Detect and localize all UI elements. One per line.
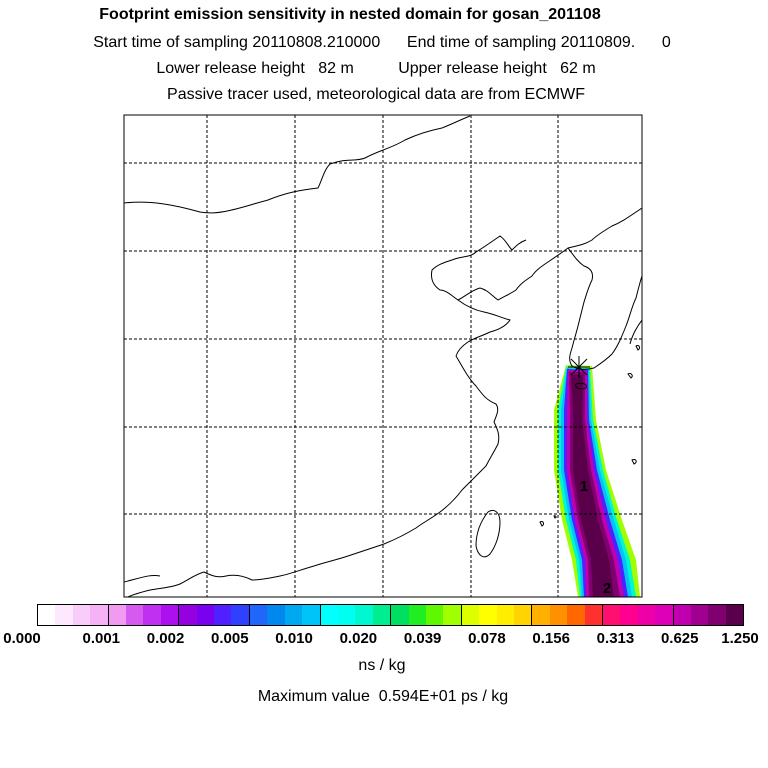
colorbar-swatch xyxy=(302,605,321,625)
colorbar-tick-label: 0.156 xyxy=(532,630,570,647)
colorbar-swatch xyxy=(461,605,480,625)
release-height-line: Lower release height 82 m Upper release … xyxy=(156,60,596,77)
colorbar-tick-label: 0.000 xyxy=(3,630,41,647)
colorbar-swatch xyxy=(691,605,709,625)
colorbar-tick-label: 0.039 xyxy=(403,630,442,647)
colorbar-tick-label: 0.078 xyxy=(468,630,506,647)
colorbar-swatch xyxy=(38,605,56,625)
colorbar-swatch xyxy=(567,605,585,625)
maximum-value-note: Maximum value 0.594E+01 ps / kg xyxy=(257,688,509,705)
colorbar-swatch xyxy=(108,605,127,625)
colorbar-swatch xyxy=(143,605,161,625)
colorbar-tick-label: 0.625 xyxy=(660,630,699,647)
colorbar-swatch xyxy=(391,605,409,625)
sampling-time-line: Start time of sampling 20110808.210000 E… xyxy=(93,34,671,51)
colorbar-swatch xyxy=(620,605,638,625)
colorbar-swatch xyxy=(72,605,91,625)
colorbar-swatch xyxy=(284,605,303,625)
graticule xyxy=(124,115,642,597)
colorbar-swatch xyxy=(673,605,692,625)
colorbar-swatch xyxy=(231,605,250,625)
colorbar xyxy=(37,604,744,626)
colorbar-tick-label: 0.010 xyxy=(275,630,313,647)
colorbar-tick-label: 0.005 xyxy=(211,630,249,647)
colorbar-swatch xyxy=(267,605,285,625)
colorbar-swatch xyxy=(479,605,497,625)
colorbar-swatch xyxy=(637,605,656,625)
tracer-info-line: Passive tracer used, meteorological data… xyxy=(167,86,585,103)
colorbar-swatch xyxy=(55,605,73,625)
footprint-map: 1 2 xyxy=(123,114,643,598)
colorbar-swatch xyxy=(160,605,180,625)
plume-age-label-1: 1 xyxy=(580,478,588,495)
colorbar-swatch xyxy=(355,605,373,625)
colorbar-tick-label: 0.313 xyxy=(596,630,635,647)
footprint-plume xyxy=(554,365,640,597)
receptor-star-marker xyxy=(568,356,590,378)
colorbar-swatch xyxy=(337,605,356,625)
colorbar-swatch xyxy=(214,605,232,625)
colorbar-swatch xyxy=(196,605,215,625)
colorbar-swatch xyxy=(425,605,444,625)
coastlines xyxy=(124,115,642,597)
colorbar-tick-label: 1.250 xyxy=(721,630,759,647)
colorbar-swatch xyxy=(549,605,568,625)
plot-title: Footprint emission sensitivity in nested… xyxy=(99,6,601,23)
colorbar-swatch xyxy=(179,605,197,625)
colorbar-swatch xyxy=(513,605,533,625)
colorbar-swatch xyxy=(725,605,744,625)
colorbar-swatch xyxy=(532,605,550,625)
colorbar-tick-label: 0.001 xyxy=(82,630,121,647)
colorbar-swatch xyxy=(320,605,338,625)
colorbar-swatch xyxy=(90,605,109,625)
colorbar-swatch xyxy=(372,605,392,625)
colorbar-swatch xyxy=(603,605,621,625)
colorbar-swatch xyxy=(708,605,726,625)
colorbar-swatch xyxy=(126,605,144,625)
plume-age-label-2: 2 xyxy=(603,580,611,597)
colorbar-tick-label: 0.002 xyxy=(146,630,185,647)
colorbar-swatch xyxy=(249,605,268,625)
colorbar-swatch xyxy=(443,605,462,625)
colorbar-swatch xyxy=(655,605,674,625)
colorbar-swatch xyxy=(496,605,514,625)
colorbar-units: ns / kg xyxy=(358,657,406,674)
colorbar-swatch xyxy=(584,605,603,625)
map-frame xyxy=(123,114,643,598)
colorbar-swatch xyxy=(408,605,426,625)
colorbar-tick-label: 0.020 xyxy=(339,630,378,647)
